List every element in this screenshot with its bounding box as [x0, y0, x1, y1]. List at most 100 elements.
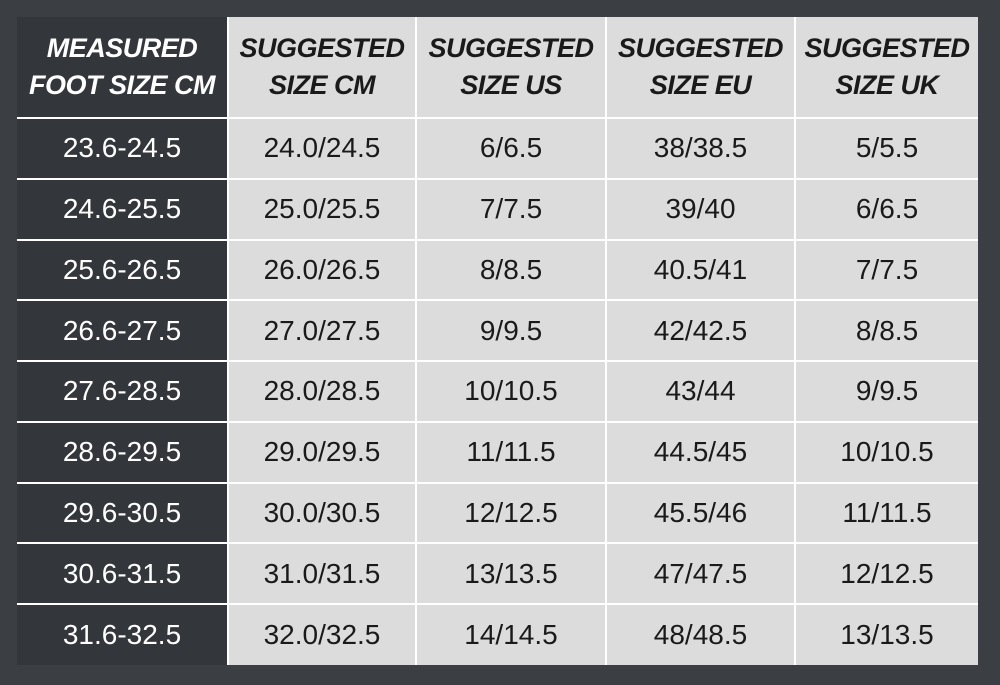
cell-text: 39/40: [665, 193, 736, 225]
cell-text: 13/13.5: [840, 619, 934, 651]
table-cell: 28.0/28.5: [229, 362, 415, 421]
cell-text: 25.0/25.5: [263, 193, 381, 225]
table-cell: 13/13.5: [417, 544, 605, 604]
cell-text: 6/6.5: [855, 193, 919, 225]
table-cell: 12/12.5: [796, 544, 978, 604]
cell-text: 25.6-26.5: [62, 253, 182, 285]
table-cell: 6/6.5: [417, 119, 605, 178]
cell-text: 43/44: [665, 375, 736, 407]
table-cell: 9/9.5: [796, 362, 978, 421]
cell-text: 28.6-29.5: [62, 436, 182, 468]
cell-text: 7/7.5: [855, 253, 919, 285]
cell-text: 9/9.5: [855, 375, 919, 407]
cell-text: 31.6-32.5: [62, 619, 182, 651]
table-cell: 26.6-27.5: [17, 301, 227, 361]
table-cell: 27.0/27.5: [229, 301, 415, 361]
cell-text: SIZE CM: [268, 70, 376, 100]
cell-text: 40.5/41: [653, 253, 748, 285]
table-cell: 44.5/45: [607, 422, 794, 482]
table-cell: 45.5/46: [607, 483, 794, 543]
table-cell: 8/8.5: [417, 240, 605, 300]
table-cell: 32.0/32.5: [229, 605, 415, 665]
table-cell: 24.6-25.5: [17, 179, 227, 239]
cell-text: SUGGESTED: [804, 33, 970, 63]
cell-text: 30.0/30.5: [263, 497, 381, 529]
cell-text: 24.0/24.5: [263, 132, 381, 164]
cell-text: 8/8.5: [855, 314, 919, 346]
cell-text: 8/8.5: [479, 253, 543, 285]
table-cell: 29.6-30.5: [17, 483, 227, 543]
cell-text: 10/10.5: [840, 436, 934, 468]
header-cell: MEASURED FOOT SIZE CM: [17, 17, 227, 117]
table-cell: 11/11.5: [417, 422, 605, 482]
cell-text: 10/10.5: [464, 375, 558, 407]
cell-text: 12/12.5: [464, 497, 558, 529]
cell-text: 42/42.5: [653, 314, 748, 346]
table-cell: 30.0/30.5: [229, 483, 415, 543]
table-cell: 42/42.5: [607, 301, 794, 361]
cell-text: 11/11.5: [842, 497, 932, 529]
cell-text: 23.6-24.5: [62, 132, 182, 164]
table-cell: 7/7.5: [796, 240, 978, 300]
table-cell: 31.0/31.5: [229, 544, 415, 604]
table-cell: 7/7.5: [417, 179, 605, 239]
table-cell: 40.5/41: [607, 240, 794, 300]
cell-text: 29.6-30.5: [62, 497, 182, 529]
cell-text: 13/13.5: [464, 557, 558, 589]
cell-text: SIZE UK: [835, 70, 939, 100]
header-cell: SUGGESTED SIZE US: [417, 17, 605, 117]
table-cell: 30.6-31.5: [17, 544, 227, 604]
cell-text: 47/47.5: [653, 557, 748, 589]
table-cell: 5/5.5: [796, 119, 978, 178]
table-cell: 38/38.5: [607, 119, 794, 178]
cell-text: 29.0/29.5: [263, 436, 381, 468]
cell-text: 28.0/28.5: [263, 375, 381, 407]
table-cell: 28.6-29.5: [17, 422, 227, 482]
header-cell: SUGGESTED SIZE EU: [607, 17, 794, 117]
table-cell: 48/48.5: [607, 605, 794, 665]
table-cell: 12/12.5: [417, 483, 605, 543]
cell-text: 48/48.5: [653, 619, 748, 651]
cell-text: MEASURED: [46, 33, 198, 63]
table-cell: 8/8.5: [796, 301, 978, 361]
cell-text: 7/7.5: [479, 193, 543, 225]
cell-text: 9/9.5: [479, 314, 543, 346]
cell-text: SUGGESTED: [617, 33, 784, 63]
table-cell: 10/10.5: [417, 362, 605, 421]
table-cell: 23.6-24.5: [17, 119, 227, 178]
cell-text: 45.5/46: [653, 497, 748, 529]
table-cell: 39/40: [607, 179, 794, 239]
cell-text: 24.6-25.5: [62, 193, 182, 225]
table-cell: 25.0/25.5: [229, 179, 415, 239]
table-cell: 24.0/24.5: [229, 119, 415, 178]
cell-text: SIZE EU: [649, 70, 752, 100]
cell-text: 27.6-28.5: [62, 375, 182, 407]
cell-text: 31.0/31.5: [263, 557, 381, 589]
table-cell: 11/11.5: [796, 483, 978, 543]
table-cell: 9/9.5: [417, 301, 605, 361]
table-cell: 26.0/26.5: [229, 240, 415, 300]
table-cell: 6/6.5: [796, 179, 978, 239]
cell-text: 32.0/32.5: [263, 619, 381, 651]
size-table: MEASURED FOOT SIZE CM SUGGESTED SIZE CM SUGG…: [17, 17, 978, 665]
header-cell: SUGGESTED SIZE UK: [796, 17, 978, 117]
cell-text: 6/6.5: [479, 132, 543, 164]
cell-text: 26.6-27.5: [62, 314, 182, 346]
cell-text: SIZE US: [460, 70, 562, 100]
table-cell: 29.0/29.5: [229, 422, 415, 482]
cell-text: 27.0/27.5: [263, 314, 381, 346]
table-cell: 25.6-26.5: [17, 240, 227, 300]
table-cell: 47/47.5: [607, 544, 794, 604]
cell-text: 26.0/26.5: [263, 253, 381, 285]
table-cell: 43/44: [607, 362, 794, 421]
cell-text: 12/12.5: [840, 557, 934, 589]
table-cell: 10/10.5: [796, 422, 978, 482]
cell-text: FOOT SIZE CM: [29, 70, 216, 100]
cell-text: 14/14.5: [464, 619, 558, 651]
cell-text: 44.5/45: [653, 436, 748, 468]
cell-text: 5/5.5: [855, 132, 919, 164]
cell-text: SUGGESTED: [239, 33, 405, 63]
cell-text: 11/11.5: [466, 436, 556, 468]
header-cell: SUGGESTED SIZE CM: [229, 17, 415, 117]
